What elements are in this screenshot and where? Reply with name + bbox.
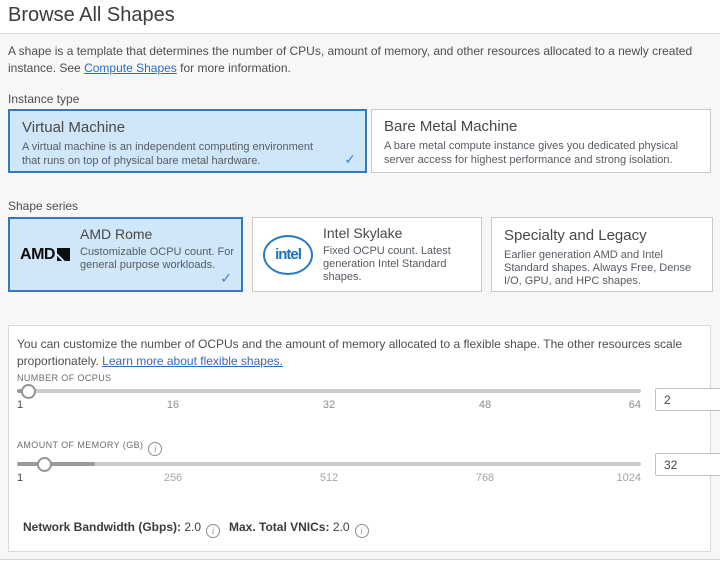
ocpus-label: NUMBER OF OCPUS [17,373,112,383]
stat-label: Network Bandwidth (Gbps): [23,520,181,534]
intro-text-after: for more information. [176,61,291,75]
shape-series-label: Shape series [8,199,79,213]
flexible-text-before: You can customize the number of OCPUs an… [17,337,683,368]
shape-series-card-specialty-legacy[interactable]: Specialty and Legacy Earlier generation … [491,217,713,292]
ocpus-input[interactable] [655,388,720,411]
tick-label: 16 [166,399,180,411]
bandwidth-info-icon[interactable]: i [206,524,221,538]
max-vnics-stat: Max. Total VNICs: 2.0 i [229,520,369,538]
card-description: Fixed OCPU count. Latest generation Inte… [323,245,451,283]
card-description: Earlier generation AMD and Intel Standar… [504,249,692,287]
page-title: Browse All Shapes [8,4,175,26]
tick-label: 64 [628,399,641,411]
tick-label: 256 [163,472,183,484]
instance-type-card-bare-metal[interactable]: Bare Metal Machine A bare metal compute … [371,109,711,173]
instance-type-options: Virtual Machine A virtual machine is an … [8,109,711,173]
amd-arrow-icon [56,248,70,261]
flexible-shapes-link[interactable]: Learn more about flexible shapes. [102,354,283,368]
shape-series-options: AMD AMD Rome Customizable OCPU count. Fo… [8,217,713,292]
ocpus-tick-labels: 1 16 32 48 64 [17,399,641,412]
check-icon: ✓ [220,270,232,286]
memory-input[interactable] [655,453,720,476]
stat-label: Max. Total VNICs: [229,520,330,534]
amd-logo: AMD [10,219,80,290]
card-description: A virtual machine is an independent comp… [22,141,314,167]
flexible-intro-text: You can customize the number of OCPUs an… [17,336,699,370]
stat-value: 2.0 [332,520,350,534]
memory-slider-track[interactable] [17,457,641,472]
tick-label: 1 [17,399,24,411]
memory-slider-handle[interactable] [37,457,52,472]
intro-text: A shape is a template that determines th… [8,43,714,77]
flexible-shape-panel: You can customize the number of OCPUs an… [8,325,720,552]
card-description: A bare metal compute instance gives you … [384,140,679,166]
network-bandwidth-stat: Network Bandwidth (Gbps): 2.0 i [23,520,221,538]
stat-value: 2.0 [184,520,202,534]
tick-label: 48 [478,399,492,411]
memory-label: AMOUNT OF MEMORY (GB) [17,440,144,450]
instance-type-label: Instance type [8,92,80,106]
amd-logo-text: AMD [20,245,55,263]
card-title: AMD Rome [80,226,153,242]
tick-label: 32 [322,399,336,411]
intel-logo: intel [253,218,323,291]
tick-label: 512 [319,472,339,484]
intel-logo-text: intel [275,246,302,263]
memory-label-row: AMOUNT OF MEMORY (GB) i [17,440,163,456]
memory-slider-fill [17,462,95,466]
check-icon: ✓ [344,151,356,167]
card-description: Customizable OCPU count. For general pur… [80,246,235,271]
shape-series-card-intel-skylake[interactable]: intel Intel Skylake Fixed OCPU count. La… [252,217,482,292]
ocpus-slider-handle[interactable] [21,384,36,399]
card-title: Virtual Machine [22,119,126,136]
tick-label: 1 [17,472,24,484]
memory-info-icon[interactable]: i [148,442,163,456]
card-title: Bare Metal Machine [384,118,518,135]
vnics-info-icon[interactable]: i [354,524,369,538]
tick-label: 1024 [616,472,641,484]
compute-shapes-link[interactable]: Compute Shapes [84,61,177,75]
tick-label: 768 [475,472,495,484]
intro-text-before: A shape is a template that determines th… [8,44,693,75]
card-title: Specialty and Legacy [504,227,647,244]
memory-tick-labels: 1 256 512 768 1024 [17,472,641,485]
footer-divider [0,559,720,565]
shape-series-card-amd-rome[interactable]: AMD AMD Rome Customizable OCPU count. Fo… [8,217,243,292]
instance-type-card-virtual-machine[interactable]: Virtual Machine A virtual machine is an … [8,109,367,173]
ocpus-slider-track[interactable] [17,384,641,399]
card-title: Intel Skylake [323,225,403,241]
